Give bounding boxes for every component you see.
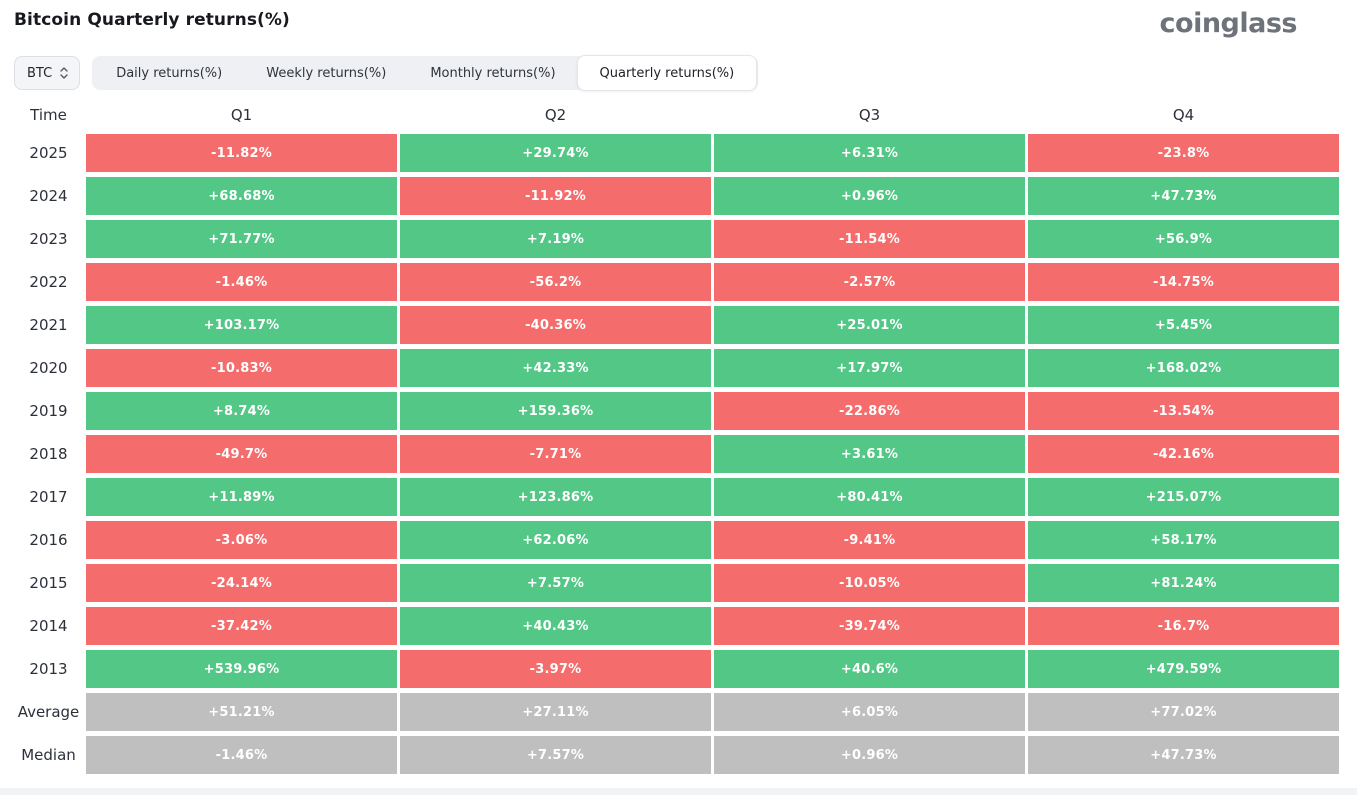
column-header-q4: Q4 — [1172, 106, 1195, 124]
return-cell: -11.92% — [400, 177, 711, 215]
return-cell: +5.45% — [1028, 306, 1339, 344]
row-label-2021: 2021 — [29, 316, 68, 334]
column-header-q2: Q2 — [544, 106, 567, 124]
return-cell: -9.41% — [714, 521, 1025, 559]
return-cell: +7.19% — [400, 220, 711, 258]
return-cell: +51.21% — [86, 693, 397, 731]
return-cell: +77.02% — [1028, 693, 1339, 731]
return-cell: -2.57% — [714, 263, 1025, 301]
return-cell: -7.71% — [400, 435, 711, 473]
row-label-average: Average — [17, 703, 80, 721]
row-label-2017: 2017 — [29, 488, 68, 506]
return-cell: +123.86% — [400, 478, 711, 516]
row-label-2024: 2024 — [29, 187, 68, 205]
return-cell: -40.36% — [400, 306, 711, 344]
return-cell: -22.86% — [714, 392, 1025, 430]
return-cell: +42.33% — [400, 349, 711, 387]
return-cell: -1.46% — [86, 736, 397, 774]
return-cell: -42.16% — [1028, 435, 1339, 473]
horizontal-scrollbar[interactable] — [0, 788, 1357, 795]
return-cell: -11.54% — [714, 220, 1025, 258]
tab-weekly-returns[interactable]: Weekly returns(%) — [244, 56, 408, 90]
return-cell: -1.46% — [86, 263, 397, 301]
return-cell: +0.96% — [714, 736, 1025, 774]
return-cell: -16.7% — [1028, 607, 1339, 645]
return-cell: +8.74% — [86, 392, 397, 430]
row-label-2022: 2022 — [29, 273, 68, 291]
row-label-median: Median — [21, 746, 76, 764]
return-cell: +62.06% — [400, 521, 711, 559]
return-cell: +11.89% — [86, 478, 397, 516]
return-cell: +7.57% — [400, 564, 711, 602]
return-cell: -3.97% — [400, 650, 711, 688]
column-header-time: Time — [30, 106, 67, 124]
return-cell: -23.8% — [1028, 134, 1339, 172]
returns-grid: Time Q1 Q2 Q3 Q4 2025 -11.82% +29.74% +6.31% -23.… — [14, 101, 1339, 774]
return-cell: +159.36% — [400, 392, 711, 430]
symbol-select-value: BTC — [27, 65, 53, 81]
row-label-2016: 2016 — [29, 531, 68, 549]
tab-monthly-returns[interactable]: Monthly returns(%) — [408, 56, 577, 90]
return-cell: +17.97% — [714, 349, 1025, 387]
page-title: Bitcoin Quarterly returns(%) — [14, 10, 290, 30]
row-label-2014: 2014 — [29, 617, 68, 635]
tab-quarterly-returns[interactable]: Quarterly returns(%) — [576, 55, 758, 91]
return-cell: -37.42% — [86, 607, 397, 645]
row-label-2020: 2020 — [29, 359, 68, 377]
return-cell: -10.05% — [714, 564, 1025, 602]
return-cell: -24.14% — [86, 564, 397, 602]
row-label-2018: 2018 — [29, 445, 68, 463]
return-cell: +40.43% — [400, 607, 711, 645]
row-label-2013: 2013 — [29, 660, 68, 678]
return-cell: -14.75% — [1028, 263, 1339, 301]
return-cell: +7.57% — [400, 736, 711, 774]
return-cell: +56.9% — [1028, 220, 1339, 258]
return-cell: +6.31% — [714, 134, 1025, 172]
coinglass-logo: coinglass — [1159, 8, 1298, 39]
return-cell: -56.2% — [400, 263, 711, 301]
return-cell: -39.74% — [714, 607, 1025, 645]
return-cell: +6.05% — [714, 693, 1025, 731]
row-label-2025: 2025 — [29, 144, 68, 162]
return-cell: -11.82% — [86, 134, 397, 172]
return-cell: -13.54% — [1028, 392, 1339, 430]
return-cell: +71.77% — [86, 220, 397, 258]
row-label-2019: 2019 — [29, 402, 68, 420]
column-header-q3: Q3 — [858, 106, 881, 124]
controls-row: BTC Daily returns(%) Weekly returns(%) Mon… — [14, 55, 759, 91]
return-cell: +58.17% — [1028, 521, 1339, 559]
return-cell: +40.6% — [714, 650, 1025, 688]
return-cell: +539.96% — [86, 650, 397, 688]
return-cell: +47.73% — [1028, 177, 1339, 215]
return-cell: +479.59% — [1028, 650, 1339, 688]
return-cell: -10.83% — [86, 349, 397, 387]
return-cell: +81.24% — [1028, 564, 1339, 602]
return-cell: +25.01% — [714, 306, 1025, 344]
return-cell: +68.68% — [86, 177, 397, 215]
top-header: Bitcoin Quarterly returns(%) coinglass — [14, 10, 1339, 37]
return-cell: +80.41% — [714, 478, 1025, 516]
row-label-2023: 2023 — [29, 230, 68, 248]
return-cell: -3.06% — [86, 521, 397, 559]
symbol-select[interactable]: BTC — [14, 56, 81, 90]
return-cell: +215.07% — [1028, 478, 1339, 516]
return-cell: +103.17% — [86, 306, 397, 344]
tab-daily-returns[interactable]: Daily returns(%) — [94, 56, 244, 90]
return-cell: +27.11% — [400, 693, 711, 731]
return-cell: +168.02% — [1028, 349, 1339, 387]
row-label-2015: 2015 — [29, 574, 68, 592]
return-cell: +0.96% — [714, 177, 1025, 215]
returns-period-tabs: Daily returns(%) Weekly returns(%) Monthly… — [92, 55, 759, 91]
return-cell: -49.7% — [86, 435, 397, 473]
return-cell: +29.74% — [400, 134, 711, 172]
return-cell: +3.61% — [714, 435, 1025, 473]
return-cell: +47.73% — [1028, 736, 1339, 774]
select-chevrons-icon — [59, 66, 69, 80]
column-header-q1: Q1 — [230, 106, 253, 124]
